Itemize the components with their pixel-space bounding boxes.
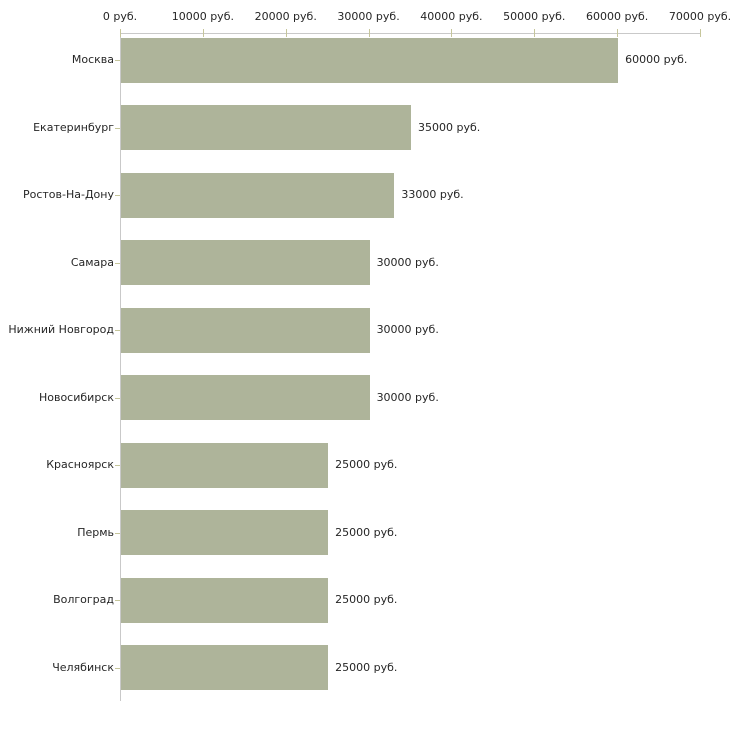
category-tick xyxy=(115,60,120,61)
value-label: 25000 руб. xyxy=(335,458,398,471)
category-tick xyxy=(115,262,120,264)
x-axis-tick-label: 40000 руб. xyxy=(420,10,483,23)
category-tick xyxy=(115,195,120,196)
category-label: Самара xyxy=(70,255,114,269)
bar xyxy=(121,240,370,285)
category-tick xyxy=(115,397,120,399)
value-label: 33000 руб. xyxy=(401,188,464,201)
value-label: 30000 руб. xyxy=(376,323,439,336)
category-label: Новосибирск xyxy=(38,390,114,404)
bar xyxy=(121,577,329,623)
category-label: Екатеринбург xyxy=(33,120,114,134)
category-tick xyxy=(115,330,120,331)
bar xyxy=(121,645,329,690)
bar xyxy=(121,375,370,420)
category-tick xyxy=(115,127,120,129)
value-label: 35000 руб. xyxy=(418,120,481,134)
value-label: 25000 руб. xyxy=(335,525,398,539)
x-axis-line xyxy=(120,33,701,34)
x-axis-tick xyxy=(451,29,453,37)
bar xyxy=(121,105,411,150)
bar xyxy=(121,510,329,555)
category-label: Красноярск xyxy=(46,458,114,471)
value-label: 30000 руб. xyxy=(376,255,439,269)
category-label: Челябинск xyxy=(52,660,114,674)
bar xyxy=(121,442,329,488)
bar xyxy=(121,307,370,353)
category-tick xyxy=(115,465,120,466)
category-label: Нижний Новгород xyxy=(8,323,114,336)
x-axis-tick-label: 0 руб. xyxy=(102,10,138,23)
category-label: Волгоград xyxy=(53,593,114,606)
category-label: Пермь xyxy=(77,525,114,539)
value-label: 25000 руб. xyxy=(335,660,398,674)
x-axis-tick-label: 30000 руб. xyxy=(337,10,400,23)
category-tick xyxy=(115,600,120,601)
x-axis-tick-label: 70000 руб. xyxy=(668,10,730,23)
y-axis-line xyxy=(120,33,121,701)
x-axis-tick-label: 10000 руб. xyxy=(171,10,234,23)
category-label: Ростов-На-Дону xyxy=(22,188,114,201)
value-label: 30000 руб. xyxy=(376,390,439,404)
bar xyxy=(121,172,395,218)
x-axis-tick-label: 20000 руб. xyxy=(254,10,317,23)
x-axis-tick xyxy=(285,29,287,37)
x-axis-tick-label: 60000 руб. xyxy=(586,10,649,23)
value-label: 25000 руб. xyxy=(335,593,398,606)
bar xyxy=(121,37,619,83)
x-axis-tick xyxy=(700,29,701,37)
category-tick xyxy=(115,667,120,669)
category-label: Москва xyxy=(71,53,114,66)
value-label: 60000 руб. xyxy=(625,53,688,66)
x-axis-tick xyxy=(617,29,619,37)
x-axis-tick xyxy=(202,29,204,37)
x-axis-tick xyxy=(120,29,121,37)
x-axis-tick-label: 50000 руб. xyxy=(503,10,566,23)
x-axis-tick xyxy=(368,29,370,37)
category-tick xyxy=(115,532,120,534)
x-axis-tick xyxy=(534,29,536,37)
